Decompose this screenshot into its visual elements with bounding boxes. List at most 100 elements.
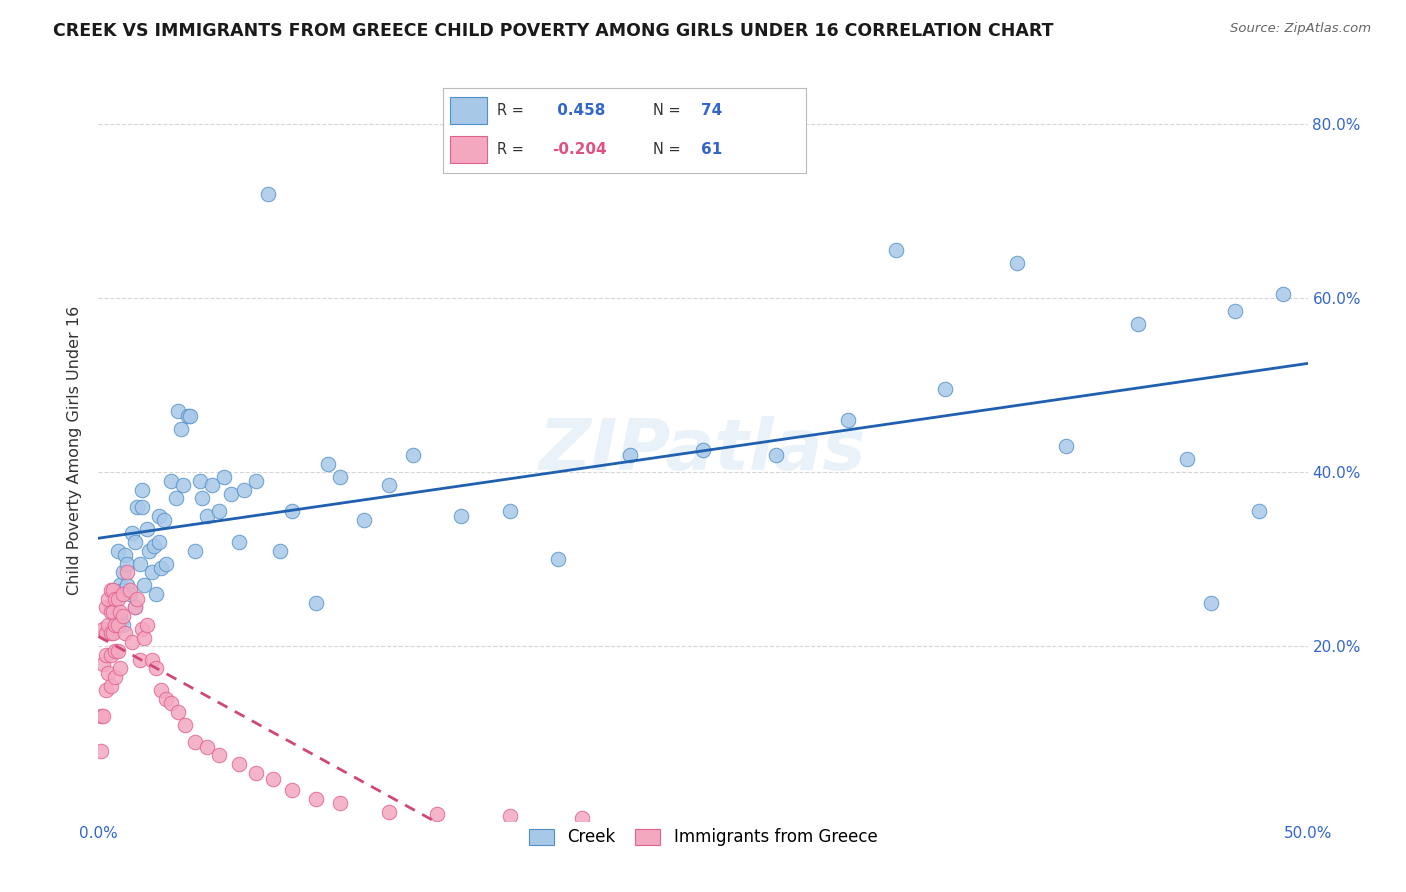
Point bbox=[184, 543, 207, 558]
Text: CREEK VS IMMIGRANTS FROM GREECE CHILD POVERTY AMONG GIRLS UNDER 16 CORRELATION C: CREEK VS IMMIGRANTS FROM GREECE CHILD PO… bbox=[53, 22, 1054, 40]
Point bbox=[1223, 304, 1246, 318]
Point bbox=[150, 561, 173, 575]
Point bbox=[134, 631, 156, 645]
Point bbox=[305, 596, 328, 610]
Point bbox=[108, 578, 131, 592]
Point bbox=[174, 718, 197, 732]
Point bbox=[111, 582, 134, 597]
Point bbox=[305, 792, 328, 806]
Point bbox=[108, 661, 131, 675]
Point bbox=[100, 648, 122, 662]
Point bbox=[100, 605, 122, 619]
Point bbox=[188, 474, 211, 488]
Point bbox=[1007, 256, 1029, 270]
Point bbox=[94, 648, 117, 662]
Point bbox=[329, 469, 352, 483]
Point bbox=[101, 582, 124, 597]
Point bbox=[329, 796, 352, 810]
Point bbox=[107, 644, 129, 658]
Point bbox=[131, 500, 153, 514]
Point bbox=[108, 609, 131, 624]
Point bbox=[100, 582, 122, 597]
Point bbox=[104, 670, 127, 684]
Point bbox=[262, 772, 284, 786]
Point bbox=[104, 617, 127, 632]
Point bbox=[316, 457, 339, 471]
Point bbox=[118, 587, 141, 601]
Text: ZIPatlas: ZIPatlas bbox=[540, 416, 866, 485]
Point bbox=[121, 526, 143, 541]
Point bbox=[160, 474, 183, 488]
Point bbox=[107, 591, 129, 606]
Point bbox=[167, 705, 190, 719]
Point bbox=[1199, 596, 1222, 610]
Point bbox=[177, 409, 200, 423]
Point bbox=[353, 513, 375, 527]
Point bbox=[124, 600, 146, 615]
Point bbox=[201, 478, 224, 492]
Point bbox=[128, 652, 150, 666]
Legend: Creek, Immigrants from Greece: Creek, Immigrants from Greece bbox=[522, 822, 884, 853]
Point bbox=[101, 626, 124, 640]
Point bbox=[191, 491, 214, 506]
Point bbox=[141, 566, 163, 580]
Point bbox=[228, 535, 250, 549]
Point bbox=[90, 744, 112, 758]
Point bbox=[195, 739, 218, 754]
Point bbox=[208, 748, 231, 763]
Point bbox=[450, 508, 472, 523]
Point bbox=[169, 422, 191, 436]
Point bbox=[97, 591, 120, 606]
Point bbox=[155, 557, 177, 571]
Point bbox=[245, 765, 267, 780]
Point bbox=[145, 587, 167, 601]
Point bbox=[100, 626, 122, 640]
Point bbox=[165, 491, 187, 506]
Point bbox=[160, 696, 183, 710]
Point bbox=[148, 508, 170, 523]
Point bbox=[118, 582, 141, 597]
Point bbox=[111, 587, 134, 601]
Point bbox=[281, 504, 304, 518]
Point bbox=[97, 617, 120, 632]
Point bbox=[143, 539, 166, 553]
Point bbox=[104, 617, 127, 632]
Point bbox=[117, 557, 139, 571]
Point bbox=[131, 483, 153, 497]
Point bbox=[212, 469, 235, 483]
Point bbox=[498, 809, 520, 823]
Point bbox=[111, 617, 134, 632]
Point bbox=[692, 443, 714, 458]
Point bbox=[179, 409, 201, 423]
Point bbox=[128, 557, 150, 571]
Point bbox=[107, 543, 129, 558]
Point bbox=[167, 404, 190, 418]
Point bbox=[138, 543, 160, 558]
Point bbox=[269, 543, 291, 558]
Point bbox=[155, 691, 177, 706]
Point bbox=[1054, 439, 1077, 453]
Point bbox=[228, 757, 250, 772]
Point bbox=[94, 683, 117, 698]
Point bbox=[107, 617, 129, 632]
Point bbox=[571, 811, 593, 825]
Point bbox=[101, 605, 124, 619]
Point bbox=[377, 805, 399, 819]
Point bbox=[127, 591, 149, 606]
Point bbox=[94, 626, 117, 640]
Point bbox=[135, 522, 157, 536]
Point bbox=[1249, 504, 1271, 518]
Point bbox=[152, 513, 174, 527]
Point bbox=[91, 657, 114, 671]
Point bbox=[377, 478, 399, 492]
Point bbox=[1272, 286, 1295, 301]
Point bbox=[104, 591, 127, 606]
Point bbox=[619, 448, 641, 462]
Point bbox=[124, 535, 146, 549]
Point bbox=[94, 600, 117, 615]
Point bbox=[97, 665, 120, 680]
Point bbox=[498, 504, 520, 518]
Point bbox=[1175, 452, 1198, 467]
Point bbox=[184, 735, 207, 749]
Point bbox=[127, 500, 149, 514]
